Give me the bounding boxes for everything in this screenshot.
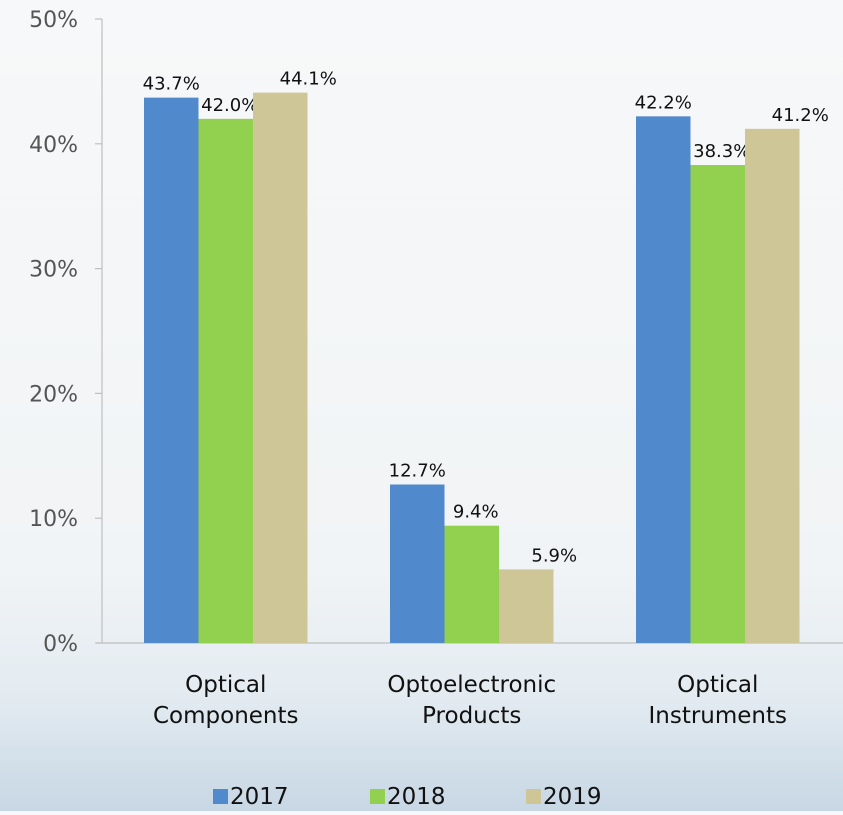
data-label: 43.7% <box>143 74 200 95</box>
data-label: 42.0% <box>201 95 258 116</box>
data-label: 44.1% <box>280 69 337 90</box>
legend-label: 2017 <box>230 784 289 810</box>
y-tick-label: 40% <box>29 133 78 158</box>
data-label: 41.2% <box>772 105 829 126</box>
y-tick-label: 10% <box>29 507 78 532</box>
data-label: 5.9% <box>531 545 577 566</box>
category-label: Optical <box>185 672 266 698</box>
bar-2018-0 <box>198 118 253 644</box>
category-label: Components <box>153 703 299 729</box>
legend-swatch <box>370 789 385 804</box>
legend-label: 2019 <box>543 784 602 810</box>
bar-2019-1 <box>499 569 554 643</box>
bar-2018-2 <box>690 165 745 644</box>
bar-2019-0 <box>253 92 308 643</box>
data-label: 42.2% <box>635 92 692 113</box>
legend-swatch <box>526 789 541 804</box>
bar-2017-2 <box>636 116 691 644</box>
bar-2019-2 <box>745 128 800 644</box>
bar-2017-1 <box>390 484 445 643</box>
data-label: 12.7% <box>389 461 446 482</box>
y-tick-label: 50% <box>29 8 78 33</box>
category-label: Instruments <box>648 703 787 729</box>
y-tick-label: 20% <box>29 382 78 407</box>
bar-2018-1 <box>444 525 499 643</box>
legend-label: 2018 <box>387 784 446 810</box>
legend-swatch <box>213 789 228 804</box>
data-label: 9.4% <box>453 502 499 523</box>
data-label: 38.3% <box>693 141 750 162</box>
category-label: Optical <box>677 672 758 698</box>
category-label: Products <box>422 703 521 729</box>
bar-2017-0 <box>144 97 199 643</box>
category-label: Optoelectronic <box>387 672 556 698</box>
y-tick-label: 0% <box>43 632 78 657</box>
y-tick-label: 30% <box>29 258 78 283</box>
